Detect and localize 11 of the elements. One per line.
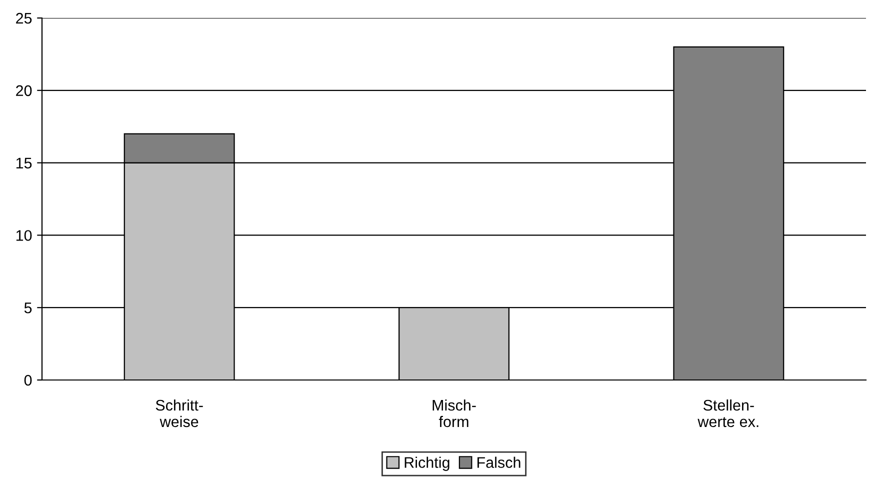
y-tick-label: 0 xyxy=(24,374,32,386)
y-tick-label: 15 xyxy=(16,158,32,168)
y-tick-label: 10 xyxy=(16,230,32,241)
legend-label: Richtig xyxy=(404,456,450,471)
y-tick-label: 5 xyxy=(24,302,32,314)
y-tick-label: 25 xyxy=(16,12,32,24)
x-tick-label: Stellen- werte ex. xyxy=(698,399,758,428)
x-tick-label: Schritt- weise xyxy=(156,399,203,428)
legend-label: Falsch xyxy=(477,456,520,468)
y-tick-label: 20 xyxy=(16,85,32,96)
x-tick-label: Misch- form xyxy=(432,399,476,428)
